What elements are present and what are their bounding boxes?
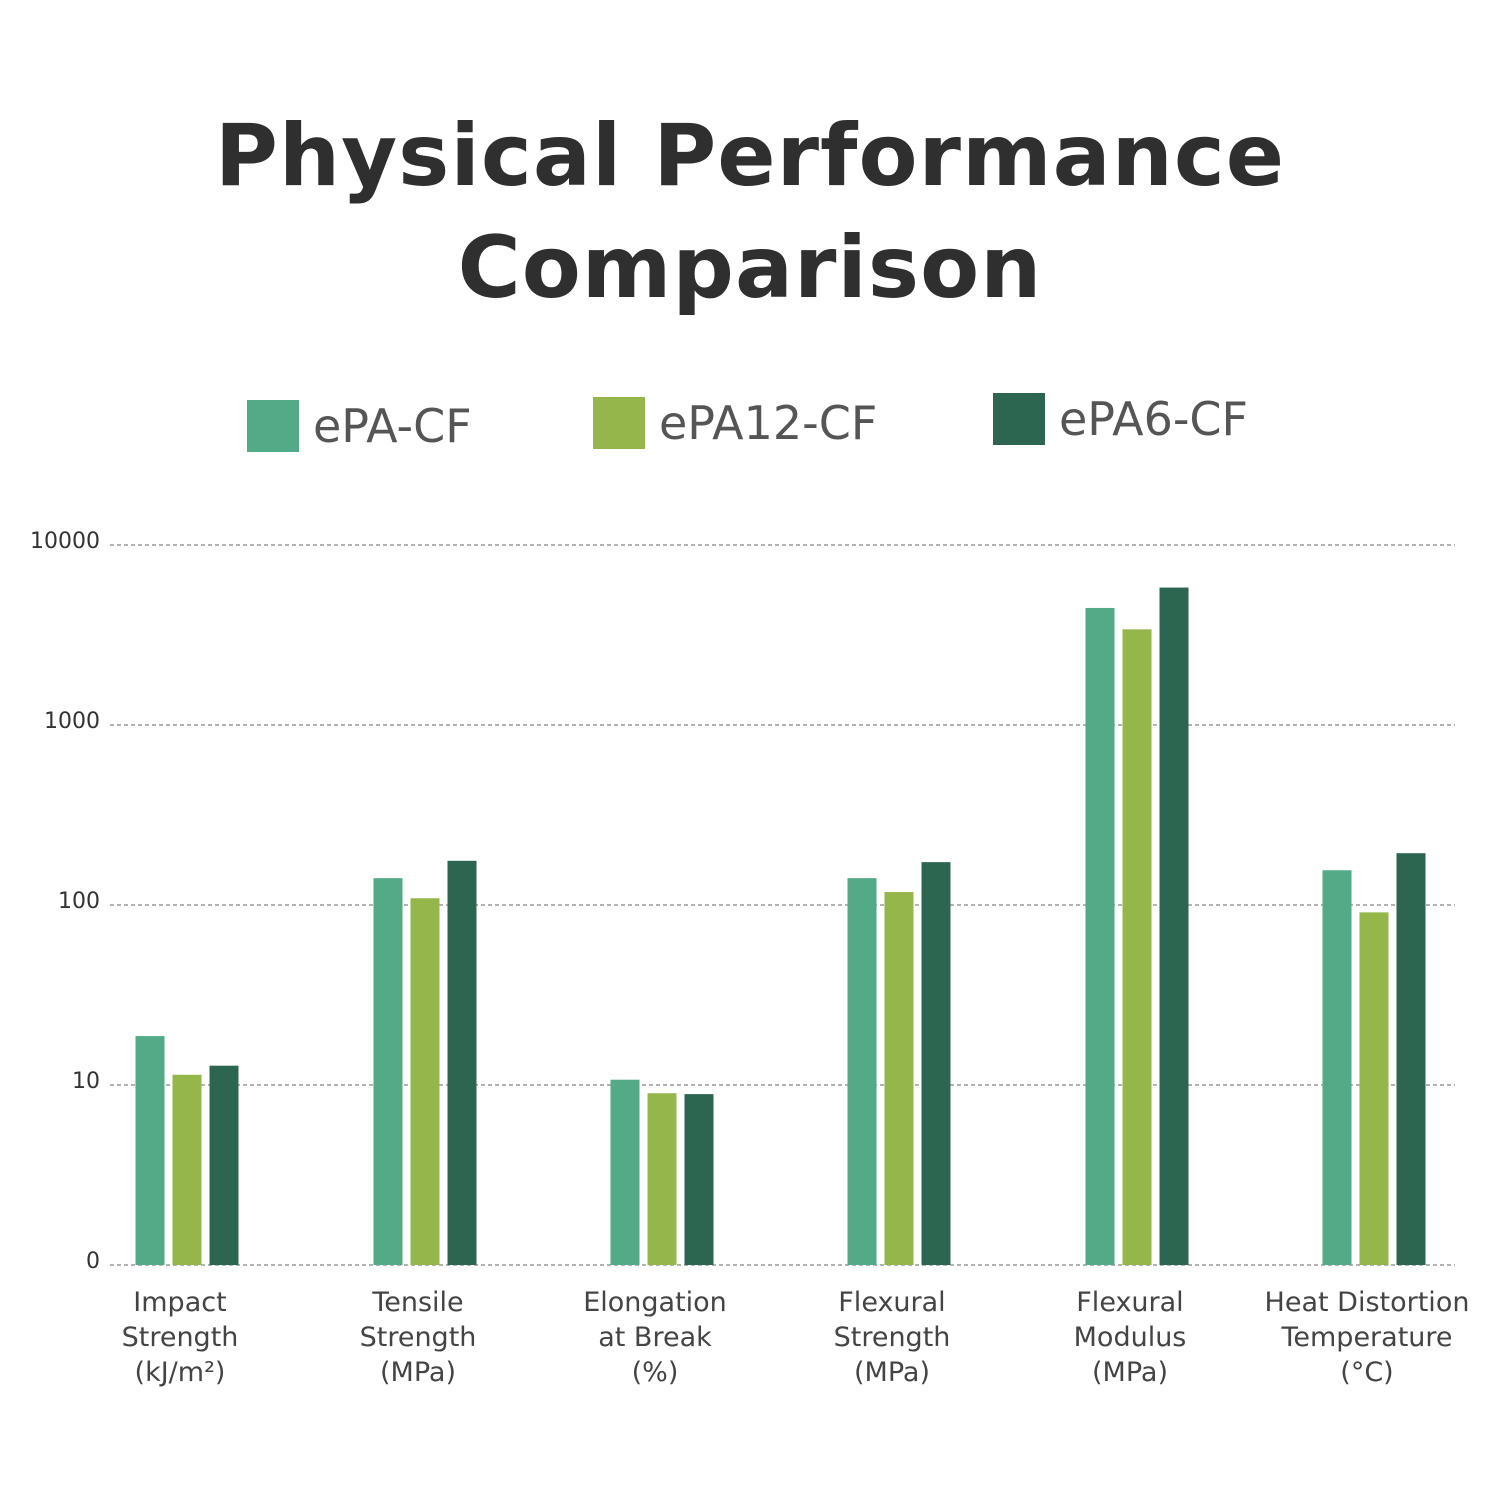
x-tick-label-line: Strength	[121, 1322, 239, 1353]
x-tick-label-line: (MPa)	[854, 1357, 930, 1388]
x-tick-label: Tensile Strength (MPa)	[298, 1285, 538, 1390]
bar-epa-cf-0	[135, 1036, 165, 1265]
x-tick-label-line: (kJ/m²)	[134, 1357, 226, 1388]
y-tick-label: 10000	[30, 529, 100, 554]
x-tick-label-line: Impact	[133, 1287, 227, 1318]
x-tick-label: Flexural Modulus (MPa)	[1010, 1285, 1250, 1390]
legend-swatch	[593, 397, 645, 449]
y-tick-label: 10	[72, 1069, 100, 1094]
legend-item-epa-cf: ePA-CF	[247, 399, 472, 453]
x-tick-label-line: Strength	[359, 1322, 477, 1353]
bar-epa12-cf-2	[647, 1093, 677, 1265]
x-tick-label-line: (MPa)	[1092, 1357, 1168, 1388]
x-tick-label: Elongation at Break (%)	[535, 1285, 775, 1390]
x-tick-label: Heat Distortion Temperature (°C)	[1247, 1285, 1487, 1390]
bar-epa6-cf-2	[684, 1094, 714, 1265]
bar-epa12-cf-0	[172, 1074, 202, 1265]
legend-label: ePA12-CF	[659, 396, 878, 450]
bar-epa6-cf-3	[921, 862, 951, 1265]
x-tick-label-line: Elongation	[583, 1287, 727, 1318]
bar-epa-cf-1	[373, 878, 403, 1265]
x-tick-label-line: Tensile	[372, 1287, 464, 1318]
bar-epa6-cf-1	[447, 860, 477, 1265]
x-tick-label: Flexural Strength (MPa)	[772, 1285, 1012, 1390]
legend-label: ePA6-CF	[1059, 392, 1249, 446]
bar-epa12-cf-5	[1359, 912, 1389, 1265]
x-tick-label-line: Flexural	[838, 1287, 946, 1318]
bar-epa12-cf-4	[1122, 629, 1152, 1265]
y-tick-label: 0	[86, 1249, 100, 1274]
x-tick-label-line: (°C)	[1340, 1357, 1394, 1388]
bar-epa6-cf-5	[1396, 853, 1426, 1265]
legend-swatch	[247, 400, 299, 452]
x-tick-label-line: Modulus	[1073, 1322, 1187, 1353]
x-tick-label-line: (MPa)	[380, 1357, 456, 1388]
y-tick-label: 100	[58, 889, 100, 914]
bar-epa-cf-3	[847, 878, 877, 1265]
bar-epa-cf-5	[1322, 870, 1352, 1265]
bar-epa-cf-2	[610, 1079, 640, 1265]
bar-epa6-cf-4	[1159, 587, 1189, 1265]
x-tick-label-line: Temperature	[1281, 1322, 1453, 1353]
x-tick-label-line: (%)	[631, 1357, 679, 1388]
legend-item-epa12-cf: ePA12-CF	[593, 396, 877, 450]
x-tick-label-line: Strength	[833, 1322, 951, 1353]
bar-epa-cf-4	[1085, 607, 1115, 1265]
legend-swatch	[993, 393, 1045, 445]
bar-epa6-cf-0	[209, 1065, 239, 1265]
x-tick-label-line: Heat Distortion	[1264, 1287, 1470, 1318]
bar-epa12-cf-3	[884, 892, 914, 1265]
y-tick-label: 1000	[44, 709, 100, 734]
legend-label: ePA-CF	[313, 399, 472, 453]
bar-epa12-cf-1	[410, 898, 440, 1265]
x-tick-label-line: at Break	[598, 1322, 712, 1353]
x-tick-label-line: Flexural	[1076, 1287, 1184, 1318]
chart-title: Physical Performance Comparison	[214, 106, 1286, 318]
legend-item-epa6-cf: ePA6-CF	[993, 392, 1248, 446]
x-tick-label: Impact Strength (kJ/m²)	[60, 1285, 300, 1390]
